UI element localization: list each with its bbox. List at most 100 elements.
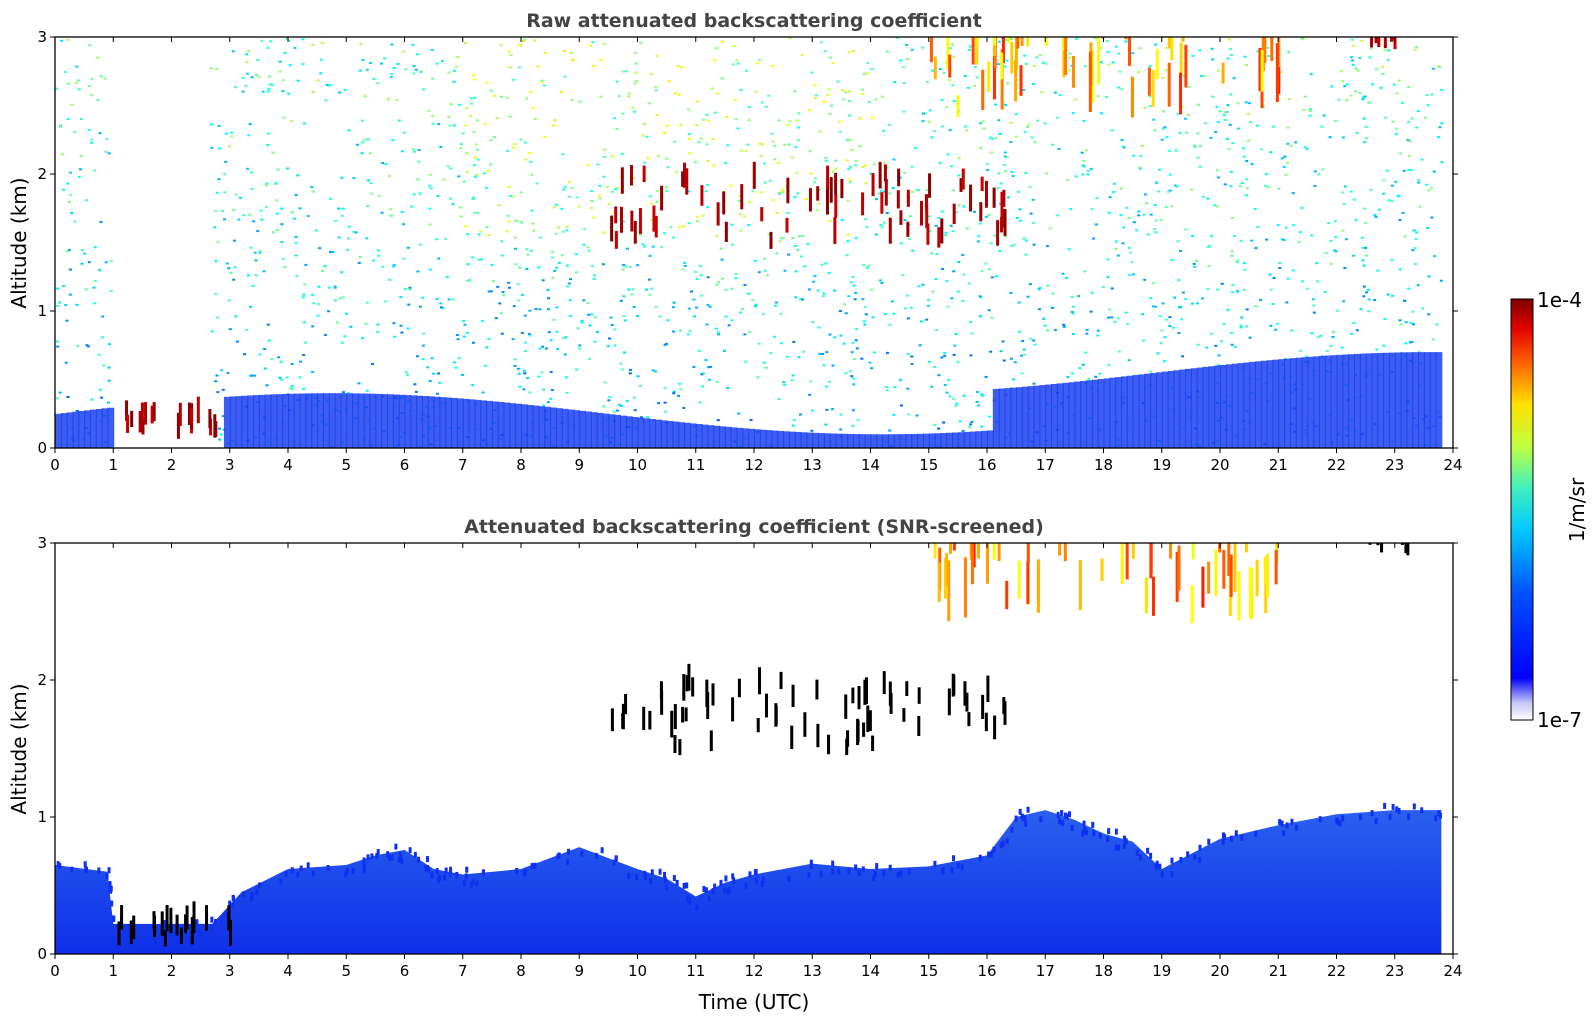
cloud-mark [937,227,941,248]
noise-mark [244,84,248,87]
noise-mark [654,89,658,92]
bl-column [276,394,284,448]
noise-mark [474,143,478,146]
noise-mark [352,177,356,180]
x-tick-label: 0 [50,962,60,980]
noise-mark [1032,222,1036,225]
noise-mark [869,172,873,175]
cloud-mark [1151,69,1155,107]
noise-mark [819,41,823,44]
bl-column [1266,360,1274,448]
edge-speck [515,867,519,874]
edge-speck [105,873,109,880]
noise-mark [417,160,421,163]
edge-speck [250,892,254,899]
noise-mark [834,159,838,162]
noise-mark [1064,276,1068,279]
bl-column [491,401,499,448]
noise-mark [62,285,66,288]
cloud-mark [933,543,937,559]
noise-mark [927,360,931,363]
noise-mark [1245,178,1249,181]
noise-mark [1411,310,1415,313]
noise-mark [406,327,410,330]
noise-mark [979,393,983,396]
noise-mark [87,261,91,264]
noise-mark [701,385,705,388]
edge-speck [837,868,841,875]
noise-mark [221,210,225,213]
noise-mark [1374,215,1378,218]
edge-speck [635,874,639,881]
noise-mark [848,178,852,181]
noise-mark [895,37,899,40]
noise-mark [513,247,517,250]
edge-speck [956,862,960,869]
cloud-mark [642,706,646,731]
noise-mark [564,376,568,379]
noise-mark [665,190,669,193]
noise-mark [707,378,711,381]
noise-mark [1081,173,1085,176]
noise-mark [1124,311,1128,314]
noise-mark [1216,120,1220,123]
noise-mark [746,143,750,146]
noise-mark [1223,183,1227,186]
noise-mark [1243,55,1247,58]
noise-mark [984,215,988,218]
noise-mark [1244,325,1248,328]
noise-mark [302,387,306,390]
noise-mark [828,219,832,222]
bl-column [299,393,307,448]
edge-speck [1412,803,1416,810]
noise-mark [654,85,658,88]
cloud-mark [152,402,156,422]
noise-mark [1012,378,1016,381]
noise-mark [587,249,591,252]
x-tick-label: 22 [1327,456,1346,474]
noise-mark [1233,345,1237,348]
bl-column [427,396,435,448]
noise-mark [1037,288,1041,291]
noise-mark [1045,245,1049,248]
edge-speck [1021,814,1025,821]
noise-mark [543,136,547,139]
noise-mark [957,204,961,207]
noise-mark [1072,312,1076,315]
noise-mark [666,166,670,169]
noise-mark [610,324,614,327]
noise-mark [903,171,907,174]
noise-mark [439,145,443,148]
noise-mark [266,46,270,49]
edge-speck [1060,810,1064,817]
noise-mark [549,371,553,374]
noise-mark [646,157,650,160]
noise-mark [483,123,487,126]
bl-column [375,393,383,448]
cloud-mark [1016,37,1020,49]
noise-mark [1410,340,1414,343]
noise-mark [376,323,380,326]
edge-speck [210,926,214,933]
noise-mark [246,274,250,277]
edge-speck [1383,802,1387,809]
noise-mark [575,368,579,371]
cloud-mark [871,735,875,752]
edge-speck [566,858,570,865]
noise-mark [487,290,491,293]
noise-mark [431,122,435,125]
noise-mark [1075,37,1079,40]
cloud-mark [947,560,951,622]
noise-mark [87,345,91,348]
noise-mark [1004,38,1008,41]
noise-mark [775,211,779,214]
noise-mark [610,190,614,193]
cloud-mark [827,734,831,755]
noise-mark [399,324,403,327]
edge-speck [1318,816,1322,823]
edge-speck [952,855,956,862]
x-tick-label: 24 [1443,962,1462,980]
edge-speck [1170,857,1174,864]
noise-mark [437,257,441,260]
noise-mark [1137,71,1141,74]
